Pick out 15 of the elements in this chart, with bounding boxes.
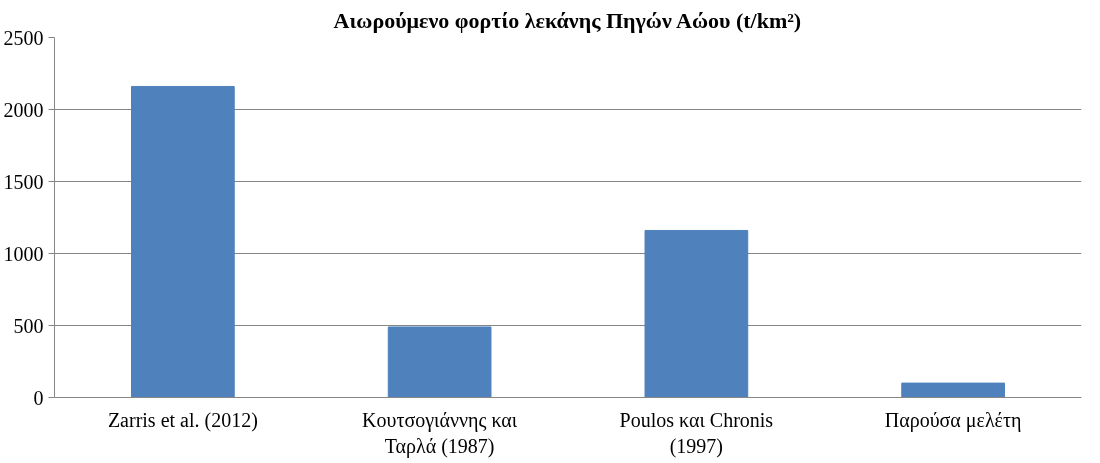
chart-title: Αιωρούμενο φορτίο λεκάνης Πηγών Αώου (t/km²) [333,7,802,33]
x-tick-label: Poulos και Chronis (1997) [619,408,774,458]
bar [901,382,1005,398]
y-tick-label: 500 [13,314,44,337]
x-tick-label: Παρούσα μελέτη [884,408,1022,432]
y-tick-label: 2000 [3,98,44,121]
y-tick-label: 1000 [3,242,44,265]
x-tick-label: Κουτσογιάννης και Ταρλά (1987) [362,408,518,458]
y-tick-label: 1500 [3,170,44,193]
bar [644,229,749,398]
bar [131,85,235,398]
y-tick-label: 2500 [3,26,44,49]
y-tick-label: 0 [33,386,44,409]
x-tick-label: Zarris et al. (2012) [107,408,258,432]
bar [387,326,492,398]
